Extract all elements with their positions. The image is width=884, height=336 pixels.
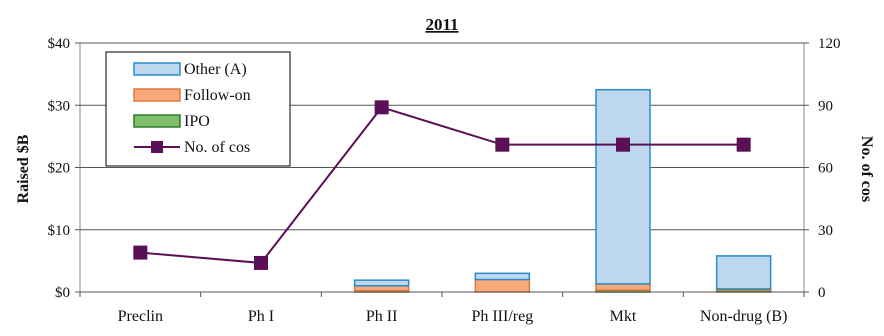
y-tick-label: $30 <box>48 98 71 114</box>
legend-label-ipo: IPO <box>184 113 210 130</box>
legend-marker-no-of-cos <box>151 141 163 153</box>
point-no-of-cos <box>374 100 389 115</box>
point-no-of-cos <box>736 137 751 152</box>
point-no-of-cos <box>254 255 268 270</box>
legend-swatch-ipo <box>133 114 181 128</box>
point-no-of-cos <box>495 137 510 152</box>
x-tick-label: Non-drug (B) <box>700 308 788 325</box>
legend-label-other-a: Other (A) <box>184 61 247 78</box>
legend-label-follow-on: Follow-on <box>184 87 251 104</box>
y2-axis-title: No. of cos <box>858 136 875 202</box>
x-tick-label: Mkt <box>610 308 637 325</box>
point-no-of-cos <box>616 137 630 152</box>
bar-other-a <box>353 279 410 287</box>
axes: $0 $10 $20 $30 $40 0 30 60 90 120 Preclin Ph I Ph II… <box>48 36 841 325</box>
legend-swatch-other-a <box>133 62 181 76</box>
y-tick-label: $10 <box>48 223 71 239</box>
y-tick-label: $40 <box>48 36 71 52</box>
chart-title: 2011 <box>425 15 458 34</box>
legend-swatch-follow-on <box>133 88 181 102</box>
y2-tick-label: 120 <box>818 36 841 52</box>
bar-other-a <box>715 255 772 290</box>
x-tick-label: Ph II <box>366 308 398 325</box>
bar-follow-on <box>474 278 531 293</box>
bar-follow-on <box>595 283 651 291</box>
y-tick-label: $0 <box>55 285 70 301</box>
legend-label-no-of-cos: No. of cos <box>184 139 250 156</box>
line-no-of-cos <box>140 106 744 264</box>
legend: Other (A) Follow-on IPO No. of cos <box>105 51 291 167</box>
y2-tick-label: 60 <box>818 161 833 177</box>
point-no-of-cos <box>133 245 148 260</box>
bar-other-a <box>474 272 531 281</box>
line-series <box>133 100 751 270</box>
bars <box>353 88 772 293</box>
x-tick-label: Ph I <box>248 308 274 325</box>
x-tick-label: Ph III/reg <box>471 308 533 325</box>
y2-tick-label: 0 <box>818 285 826 301</box>
bar-other-a <box>595 88 651 285</box>
y-axis-title: Raised $B <box>15 134 32 203</box>
y2-tick-label: 30 <box>818 223 833 239</box>
y-tick-label: $20 <box>48 161 71 177</box>
x-tick-label: Preclin <box>118 308 163 325</box>
y2-tick-label: 90 <box>818 98 833 114</box>
